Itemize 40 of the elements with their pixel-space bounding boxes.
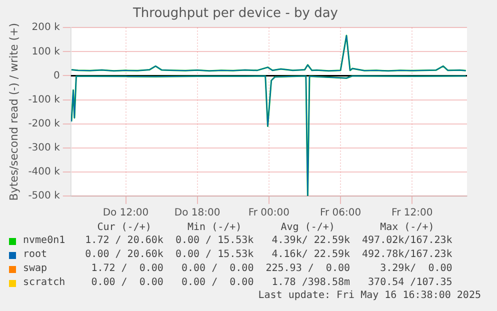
x-tick-label: Fr 00:00: [248, 208, 290, 219]
legend-label: nvme0n1: [22, 234, 66, 248]
text: 370.54 /107.35: [367, 276, 454, 290]
y-tick-label: -300 k: [28, 142, 60, 154]
y-tick-label: -100 k: [28, 94, 60, 106]
y-tick-label: -400 k: [28, 166, 60, 178]
text: 0.00 / 20.60k: [84, 248, 164, 262]
legend-label: scratch: [22, 276, 66, 290]
text: 492.78k/167.23k: [361, 248, 454, 262]
text: 1.72 / 20.60k: [84, 234, 164, 248]
x-tick-label: Fr 06:00: [320, 208, 362, 219]
text: 225.93 / 0.00: [264, 262, 352, 276]
text: Avg (-/+): [280, 222, 336, 234]
text: 0.00 / 0.00: [180, 262, 255, 276]
text: 1.72 / 0.00: [90, 262, 164, 276]
text: Last update: Fri May 16 16:38:00 2025: [257, 290, 482, 302]
text: 0.00 / 0.00: [180, 276, 255, 290]
x-tick-label: Do 12:00: [102, 208, 149, 219]
text: Min (-/+): [186, 222, 243, 234]
y-tick-label: -500 k: [28, 190, 60, 202]
y-tick-label: 100 k: [32, 46, 60, 58]
chart-title: Throughput per device - by day: [132, 6, 338, 22]
text: 4.39k/ 22.59k: [270, 234, 352, 248]
text: 1.78 /398.58m: [270, 276, 352, 290]
text: Max (-/+): [379, 222, 436, 234]
y-axis-title: Bytes/second read (-) / write (+): [7, 22, 20, 201]
x-tick-label: Fr 12:00: [392, 208, 433, 219]
y-tick-label: -200 k: [28, 118, 60, 130]
text: 0.00 / 15.53k: [174, 234, 255, 248]
legend-label: root: [22, 248, 48, 262]
y-tick-label: 200 k: [32, 22, 60, 34]
x-tick-label: Do 18:00: [174, 208, 220, 219]
text: 0.00 / 0.00: [90, 276, 164, 290]
text: 497.02k/167.23k: [361, 234, 454, 248]
text: Cur (-/+): [96, 222, 152, 234]
text: 3.29k/ 0.00: [379, 262, 454, 276]
legend-label: swap: [22, 262, 48, 276]
text: 4.16k/ 22.59k: [270, 248, 352, 262]
y-tick-label: 0: [53, 70, 60, 82]
text: 0.00 / 15.53k: [174, 248, 255, 262]
